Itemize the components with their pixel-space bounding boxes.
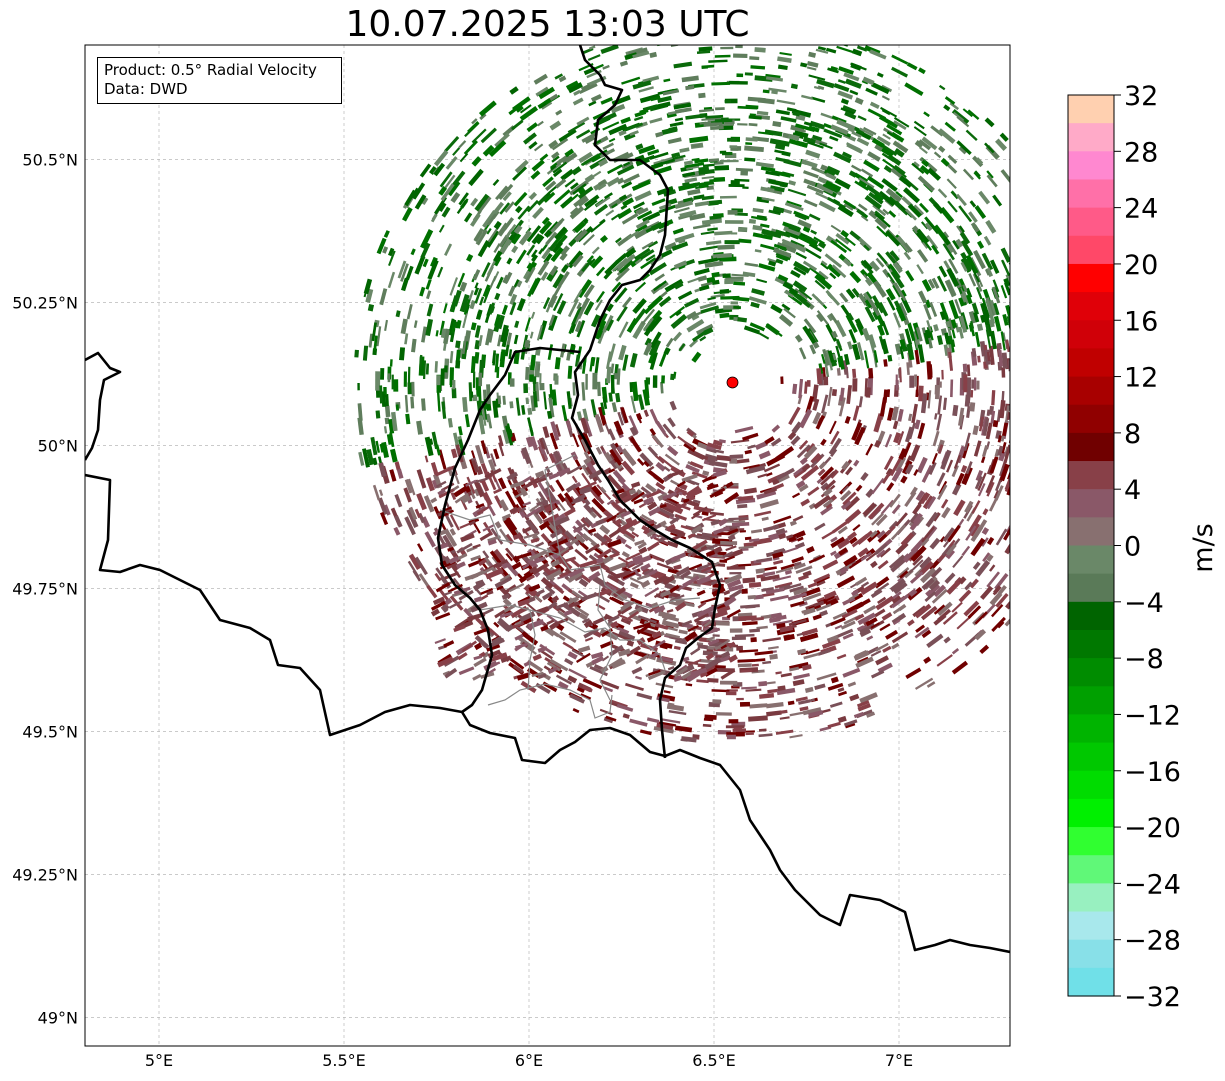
- lat-tick-label: 50°N: [38, 436, 78, 455]
- lat-tick-label: 49.25°N: [12, 865, 78, 884]
- regional-border: [597, 584, 613, 701]
- lon-tick-label: 5.5°E: [322, 1051, 366, 1070]
- regional-border: [487, 683, 613, 719]
- regional-border: [544, 454, 576, 556]
- product-info-box: Product: 0.5° Radial Velocity Data: DWD: [97, 57, 342, 104]
- longitude-ticks: 5°E 5.5°E 6°E 6.5°E 7°E: [145, 1051, 913, 1070]
- map-title: 10.07.2025 13:03 UTC: [345, 4, 750, 45]
- lon-tick-label: 6°E: [515, 1051, 543, 1070]
- national-border: [570, 45, 722, 759]
- radar-site-marker: [726, 376, 739, 389]
- radar-site-dot: [726, 376, 739, 389]
- national-border: [436, 346, 581, 714]
- national-border: [85, 473, 1010, 954]
- lat-tick-label: 49.75°N: [12, 579, 78, 598]
- latitude-ticks: 49°N 49.25°N 49.5°N 49.75°N 50°N 50.25°N 50.5°…: [12, 150, 78, 1027]
- regional-border: [527, 609, 536, 691]
- lat-tick-label: 49°N: [38, 1008, 78, 1027]
- borders: [85, 45, 1010, 954]
- map-frame: [84, 44, 1011, 1047]
- lon-tick-label: 5°E: [145, 1051, 173, 1070]
- regional-border: [439, 509, 701, 609]
- radial-velocity-field: [354, 45, 1010, 743]
- lon-tick-label: 6.5°E: [692, 1051, 736, 1070]
- data-source-label: Data: DWD: [104, 80, 188, 98]
- lat-tick-label: 49.5°N: [22, 722, 78, 741]
- lat-tick-label: 50.5°N: [22, 150, 78, 169]
- lon-tick-label: 7°E: [885, 1051, 913, 1070]
- lat-tick-label: 50.25°N: [12, 293, 78, 312]
- product-label: Product: 0.5° Radial Velocity: [104, 61, 317, 79]
- regional-border: [479, 604, 666, 671]
- national-border: [85, 351, 122, 461]
